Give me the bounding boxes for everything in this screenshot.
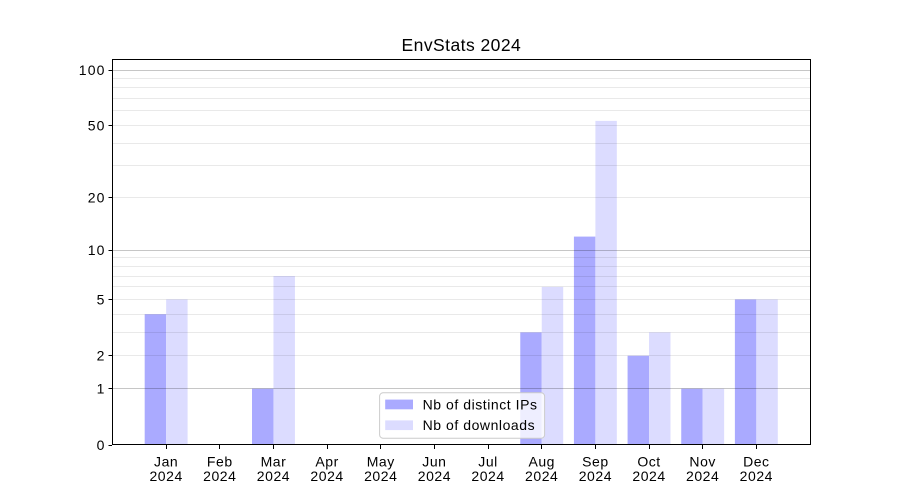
svg-text:2024: 2024: [579, 468, 612, 484]
svg-text:2024: 2024: [149, 468, 182, 484]
svg-text:2024: 2024: [203, 468, 236, 484]
svg-text:1: 1: [97, 381, 106, 397]
svg-text:Mar: Mar: [261, 454, 287, 470]
svg-text:2024: 2024: [632, 468, 665, 484]
svg-text:Sep: Sep: [582, 454, 609, 470]
svg-text:Jan: Jan: [154, 454, 178, 470]
svg-text:0: 0: [97, 437, 106, 453]
svg-text:Aug: Aug: [528, 454, 555, 470]
svg-text:Feb: Feb: [207, 454, 233, 470]
svg-text:Oct: Oct: [637, 454, 660, 470]
svg-text:2: 2: [97, 348, 106, 364]
svg-text:2024: 2024: [418, 468, 451, 484]
svg-text:Apr: Apr: [315, 454, 338, 470]
svg-text:Jun: Jun: [422, 454, 446, 470]
svg-text:5: 5: [97, 291, 106, 307]
svg-text:2024: 2024: [525, 468, 558, 484]
svg-text:2024: 2024: [740, 468, 773, 484]
svg-text:Nb of downloads: Nb of downloads: [423, 417, 536, 433]
svg-text:2024: 2024: [471, 468, 504, 484]
svg-text:100: 100: [79, 62, 106, 78]
svg-text:20: 20: [88, 190, 106, 206]
svg-text:Jul: Jul: [478, 454, 498, 470]
svg-text:2024: 2024: [257, 468, 290, 484]
svg-text:Nov: Nov: [689, 454, 716, 470]
svg-text:2024: 2024: [686, 468, 719, 484]
svg-text:May: May: [367, 454, 395, 470]
svg-text:EnvStats 2024: EnvStats 2024: [402, 35, 522, 55]
svg-text:2024: 2024: [310, 468, 343, 484]
svg-text:Dec: Dec: [743, 454, 770, 470]
svg-text:10: 10: [88, 242, 106, 258]
svg-text:Nb of distinct IPs: Nb of distinct IPs: [423, 396, 538, 412]
svg-text:2024: 2024: [364, 468, 397, 484]
svg-text:50: 50: [88, 117, 106, 133]
